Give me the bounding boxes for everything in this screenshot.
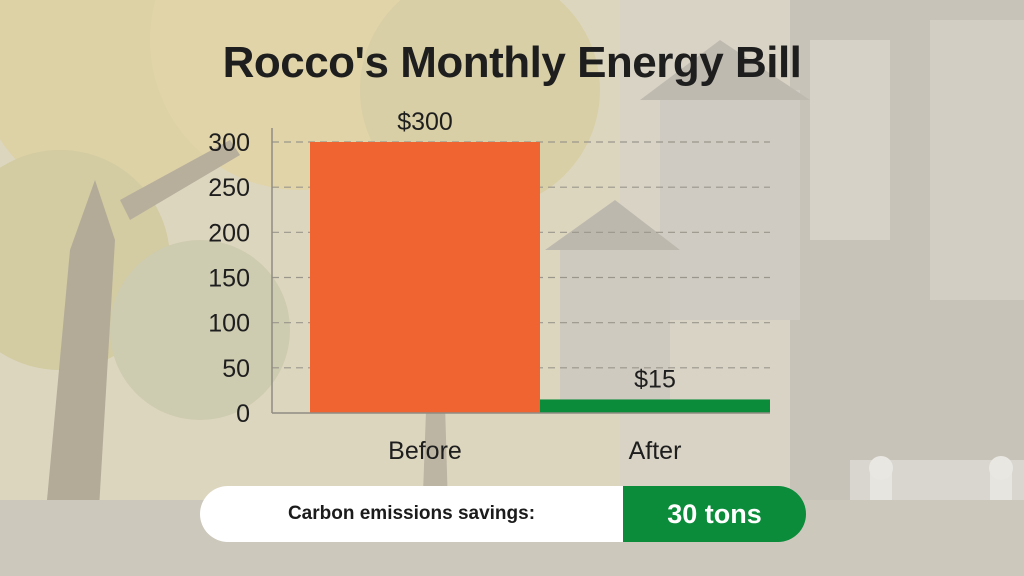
y-tick-label: 50 (222, 355, 250, 383)
bar-before (310, 142, 540, 413)
y-tick-label: 250 (208, 174, 250, 202)
labels: 0 50 100 150 200 250 300 $300 Before $15 After (208, 108, 681, 465)
y-tick-label: 200 (208, 219, 250, 247)
x-tick-label: After (629, 437, 682, 465)
carbon-savings-value: 30 tons (623, 486, 806, 542)
gridlines (272, 141, 770, 369)
carbon-savings-label: Carbon emissions savings: (200, 486, 623, 542)
bars (310, 142, 770, 413)
axes (271, 128, 770, 414)
y-tick-label: 0 (236, 400, 250, 428)
data-label: $15 (634, 365, 676, 393)
y-tick-label: 100 (208, 310, 250, 338)
x-tick-label: Before (388, 437, 462, 465)
carbon-savings-banner: Carbon emissions savings: 30 tons (200, 486, 806, 542)
y-tick-label: 150 (208, 265, 250, 293)
chart-title: Rocco's Monthly Energy Bill (222, 38, 802, 87)
y-tick-label: 300 (208, 129, 250, 157)
data-label: $300 (397, 108, 453, 136)
bar-after (540, 399, 770, 413)
